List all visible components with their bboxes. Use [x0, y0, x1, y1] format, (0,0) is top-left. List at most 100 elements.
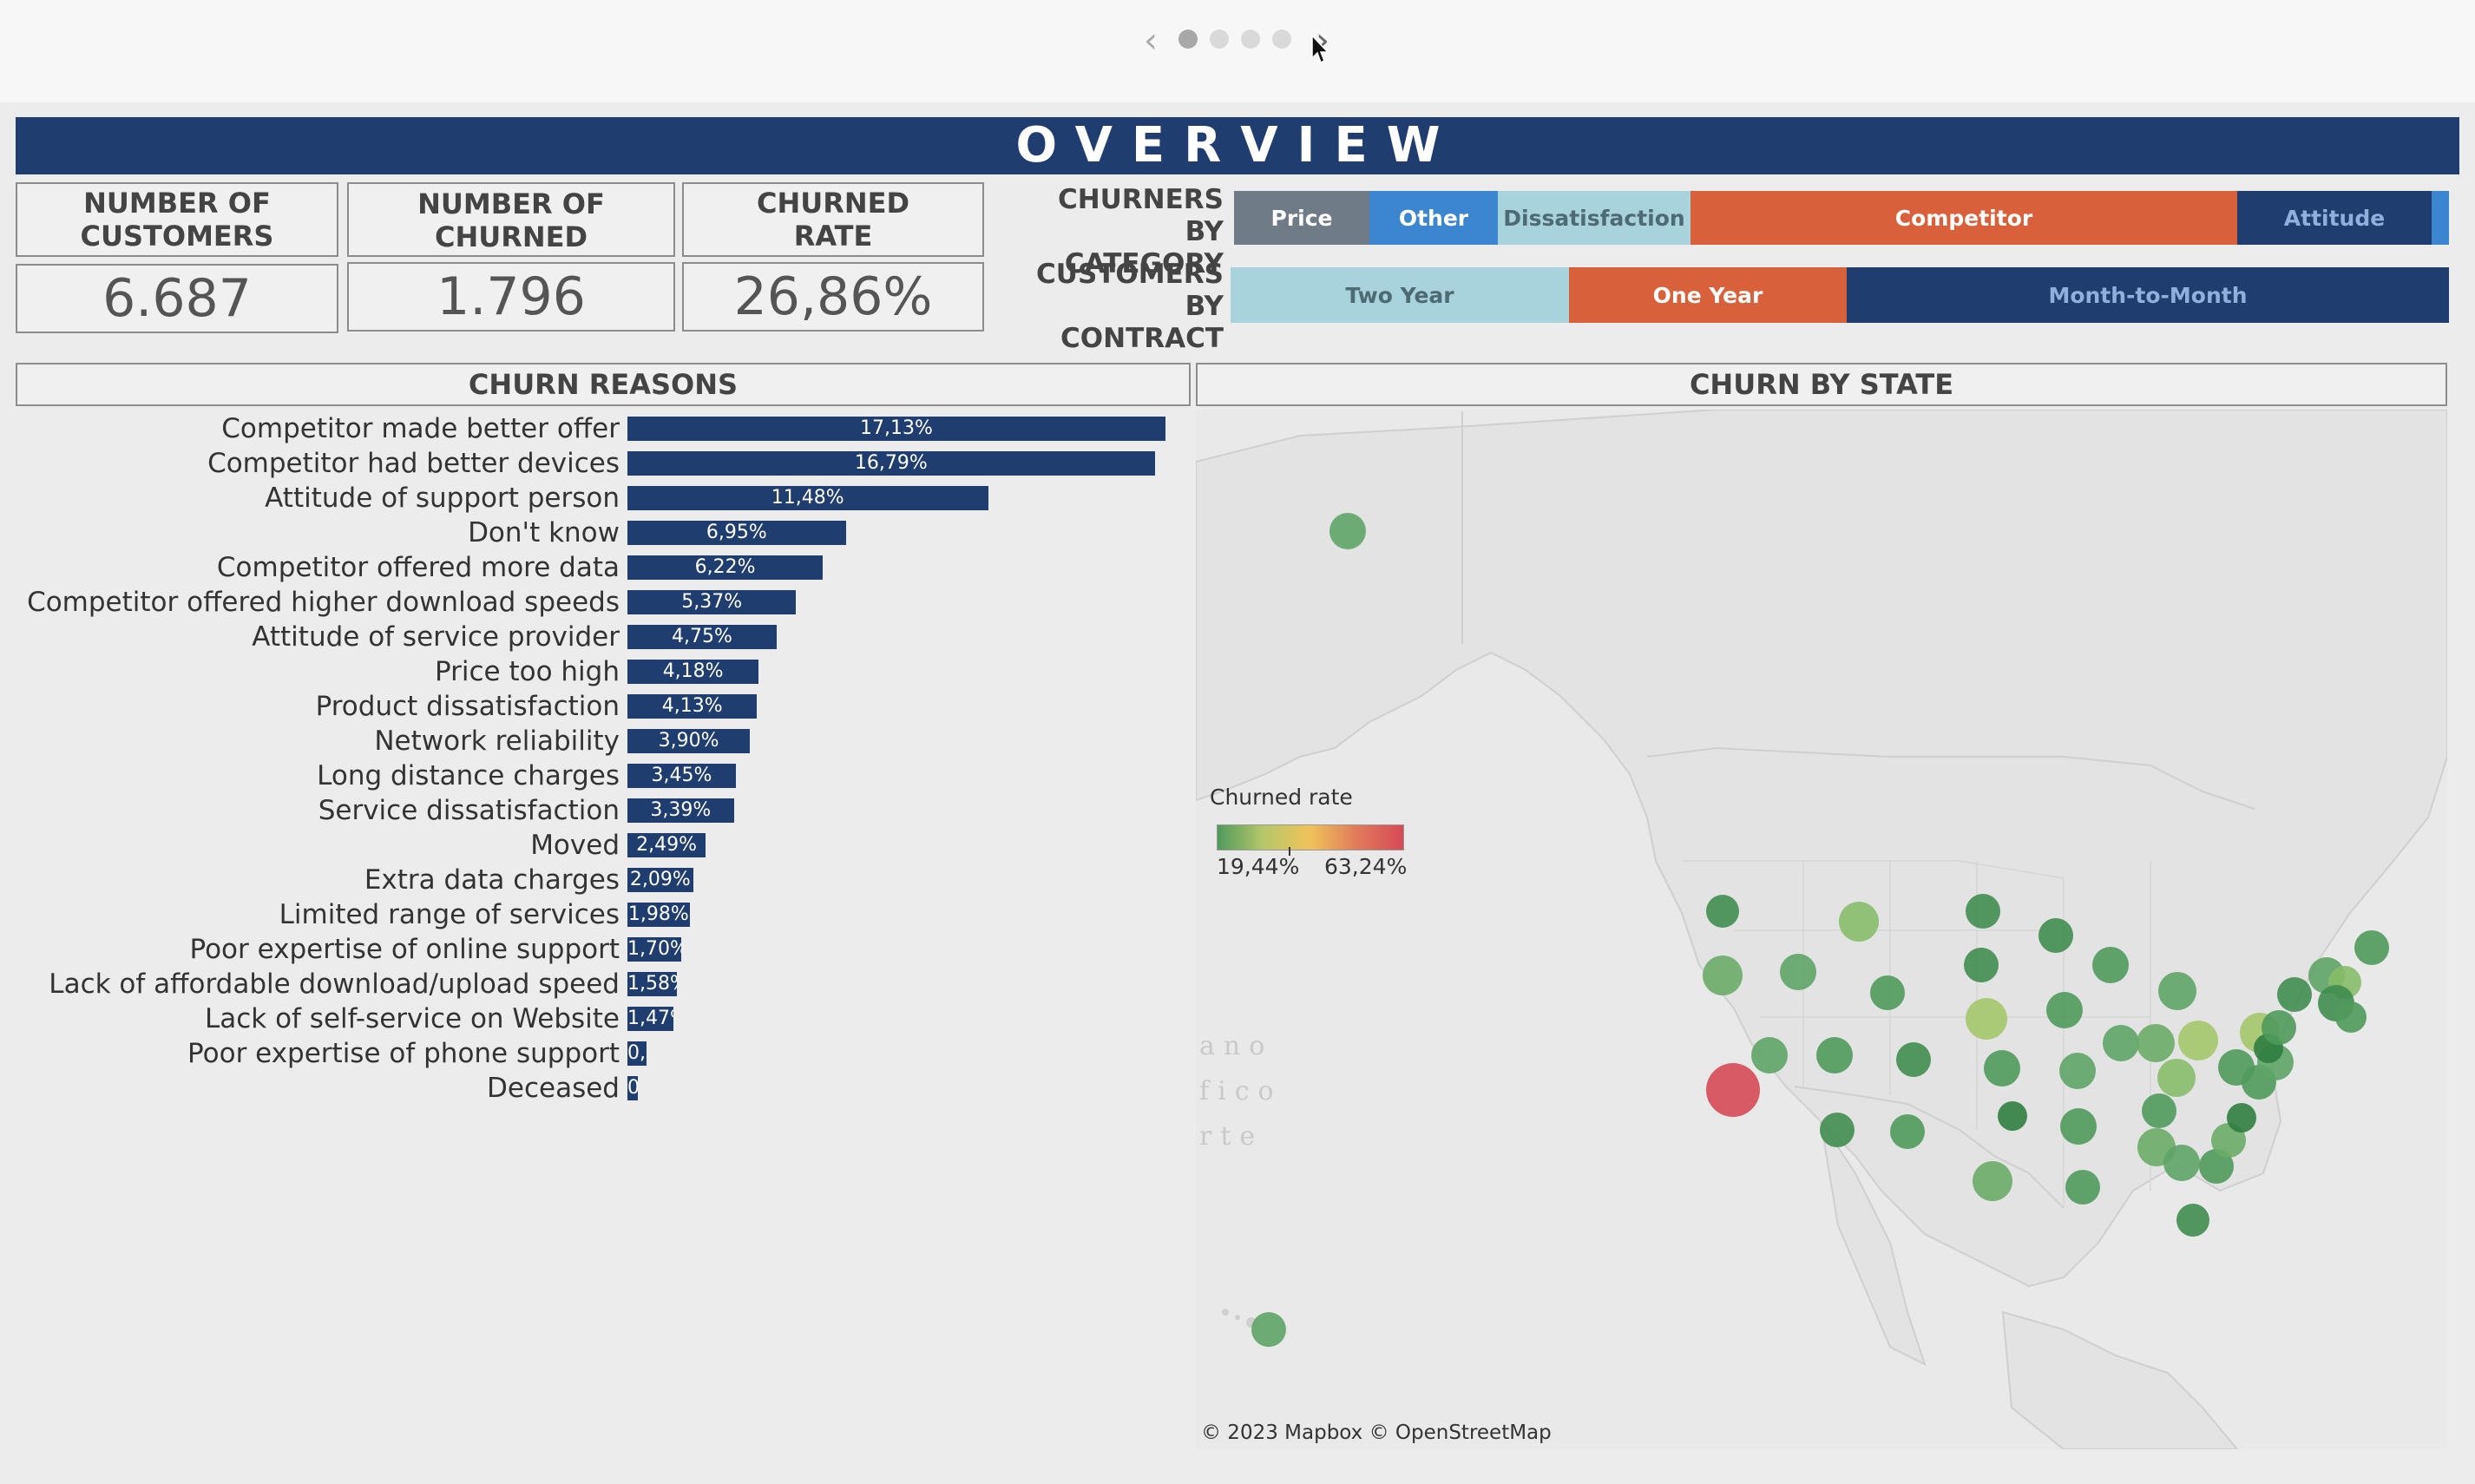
- state-circle-michigan[interactable]: [2158, 972, 2196, 1010]
- state-circle-wisconsin[interactable]: [2092, 947, 2129, 983]
- state-circle-ohio[interactable]: [2178, 1021, 2218, 1060]
- reason-bar-value: 4,75%: [672, 626, 732, 647]
- reason-bar-value: 1,58%: [627, 973, 677, 995]
- reason-bar[interactable]: 17,13%: [627, 417, 1165, 441]
- page-dot-3[interactable]: [1241, 30, 1260, 49]
- reason-label: Lack of affordable download/upload speed: [49, 969, 620, 1000]
- us-canada-border: [1646, 746, 2255, 810]
- state-circle-hawaii[interactable]: [1251, 1312, 1286, 1347]
- category-segment-dissatisfaction[interactable]: Dissatisfaction: [1498, 191, 1690, 245]
- state-circle-nebraska[interactable]: [1966, 998, 2007, 1040]
- reason-bar[interactable]: 3,45%: [627, 764, 736, 788]
- state-circle-oklahoma[interactable]: [1998, 1101, 2027, 1131]
- state-circle-indiana[interactable]: [2137, 1024, 2175, 1062]
- state-circle-louisiana[interactable]: [2065, 1170, 2100, 1205]
- reason-bar[interactable]: 3,90%: [627, 729, 751, 753]
- state-circle-idaho[interactable]: [1780, 954, 1816, 990]
- kpi-customers-value: 6.687: [16, 264, 338, 333]
- churners-by-category-bar: Price Other Dissatisfaction Competitor Attit…: [1234, 191, 2449, 245]
- ocean-label: fico: [1199, 1076, 1283, 1106]
- reason-bar-value: 6,95%: [706, 522, 767, 543]
- reason-bar-value: 4,13%: [661, 695, 723, 717]
- reason-bar[interactable]: 6,95%: [627, 521, 846, 545]
- state-circle-missouri[interactable]: [2059, 1053, 2096, 1089]
- state-circle-kentucky[interactable]: [2157, 1059, 2196, 1097]
- reason-bar-value: 4,18%: [662, 660, 724, 682]
- state-circle-florida[interactable]: [2176, 1204, 2209, 1237]
- state-churn-circles[interactable]: [1251, 513, 2389, 1347]
- reason-bar[interactable]: 3,39%: [627, 798, 734, 823]
- reason-bar[interactable]: 4,13%: [627, 694, 758, 719]
- state-circle-texas[interactable]: [1973, 1161, 2012, 1201]
- churn-reasons-title: CHURN REASONS: [16, 363, 1191, 406]
- state-circle-arkansas[interactable]: [2060, 1108, 2097, 1145]
- reason-bar[interactable]: 0,61%: [627, 1041, 647, 1066]
- reason-bar[interactable]: 1,70%: [627, 937, 681, 962]
- kpi-churned-label: NUMBER OF CHURNED CUSTOMERS: [347, 182, 675, 257]
- page-title: OVERVIEW: [16, 117, 2459, 174]
- reason-bar[interactable]: 4,18%: [627, 660, 759, 684]
- state-circle-washington[interactable]: [1706, 895, 1739, 928]
- contract-segment-month-to-month[interactable]: Month-to-Month: [1847, 267, 2449, 323]
- state-circle-utah[interactable]: [1816, 1037, 1853, 1074]
- reason-label: Competitor made better offer: [221, 413, 620, 444]
- state-circle-new-york[interactable]: [2277, 977, 2312, 1012]
- contract-segment-two-year[interactable]: Two Year: [1231, 267, 1569, 323]
- reason-bar[interactable]: 16,79%: [627, 451, 1155, 476]
- page-dot-4[interactable]: [1272, 30, 1291, 49]
- state-circle-kansas[interactable]: [1984, 1050, 2020, 1087]
- churn-map[interactable]: Churned rate 19,44% 63,24% ano fico rte …: [1196, 410, 2447, 1449]
- state-circle-wyoming[interactable]: [1870, 975, 1905, 1010]
- page-dot-1[interactable]: [1178, 30, 1198, 49]
- state-circle-iowa[interactable]: [2046, 992, 2083, 1028]
- state-circle-north-carolina[interactable]: [2227, 1103, 2256, 1133]
- reason-bar[interactable]: 11,48%: [627, 486, 988, 510]
- state-circle-south-dakota[interactable]: [1964, 948, 1999, 982]
- reason-bar[interactable]: 4,75%: [627, 625, 777, 649]
- reason-bar[interactable]: 5,37%: [627, 590, 797, 614]
- reason-bar[interactable]: 1,58%: [627, 972, 678, 996]
- state-circle-california[interactable]: [1706, 1063, 1760, 1117]
- state-circle-montana[interactable]: [1839, 902, 1879, 942]
- state-circle-alabama[interactable]: [2163, 1145, 2200, 1181]
- state-circle-connecticut[interactable]: [2335, 1001, 2367, 1033]
- churners-by-category-label: CHURNERS BY CATEGORY: [1057, 184, 1224, 279]
- category-segment-price[interactable]: Price: [1234, 191, 1369, 245]
- state-circle-illinois[interactable]: [2103, 1025, 2139, 1061]
- customers-by-contract-bar: Two Year One Year Month-to-Month: [1231, 267, 2449, 323]
- state-circle-georgia[interactable]: [2199, 1149, 2234, 1184]
- reason-bar[interactable]: 2,09%: [627, 868, 693, 892]
- state-circle-nevada[interactable]: [1751, 1037, 1788, 1074]
- map-attribution[interactable]: © 2023 Mapbox © OpenStreetMap: [1201, 1422, 1552, 1444]
- category-segment-misc[interactable]: [2432, 191, 2449, 245]
- state-circle-oregon[interactable]: [1703, 955, 1743, 995]
- category-segment-attitude[interactable]: Attitude: [2237, 191, 2432, 245]
- hawaii-island: [1235, 1315, 1240, 1320]
- reason-bar-value: 3,90%: [658, 730, 719, 752]
- state-circle-new-jersey[interactable]: [2262, 1010, 2296, 1045]
- state-circle-new-mexico[interactable]: [1890, 1114, 1925, 1149]
- reason-bar[interactable]: 6,22%: [627, 555, 824, 580]
- state-circle-alaska[interactable]: [1329, 513, 1366, 549]
- mexico-south: [2001, 1310, 2239, 1449]
- contract-segment-one-year[interactable]: One Year: [1569, 267, 1847, 323]
- category-segment-competitor[interactable]: Competitor: [1690, 191, 2237, 245]
- page-dot-2[interactable]: [1210, 30, 1229, 49]
- reason-bar[interactable]: 1,47%: [627, 1007, 674, 1031]
- state-circle-maine[interactable]: [2354, 930, 2389, 965]
- reason-bar[interactable]: 0,33%: [627, 1076, 638, 1100]
- state-circle-arizona[interactable]: [1820, 1113, 1855, 1147]
- hawaii-island: [1222, 1309, 1229, 1316]
- reason-bar[interactable]: 2,49%: [627, 833, 706, 857]
- state-circle-north-dakota[interactable]: [1966, 894, 2000, 929]
- kpi-churn-rate-label: CHURNED RATE: [682, 182, 984, 257]
- mouse-cursor-icon: [1311, 35, 1329, 64]
- state-circle-colorado[interactable]: [1896, 1042, 1931, 1077]
- chevron-left-icon[interactable]: ‹: [1144, 21, 1158, 61]
- category-segment-other[interactable]: Other: [1369, 191, 1498, 245]
- reason-bar-value: 2,49%: [636, 834, 697, 856]
- state-circle-minnesota[interactable]: [2038, 918, 2073, 953]
- reason-bar[interactable]: 1,98%: [627, 903, 690, 927]
- state-lines: [1682, 860, 2065, 879]
- state-circle-tennessee[interactable]: [2142, 1093, 2176, 1128]
